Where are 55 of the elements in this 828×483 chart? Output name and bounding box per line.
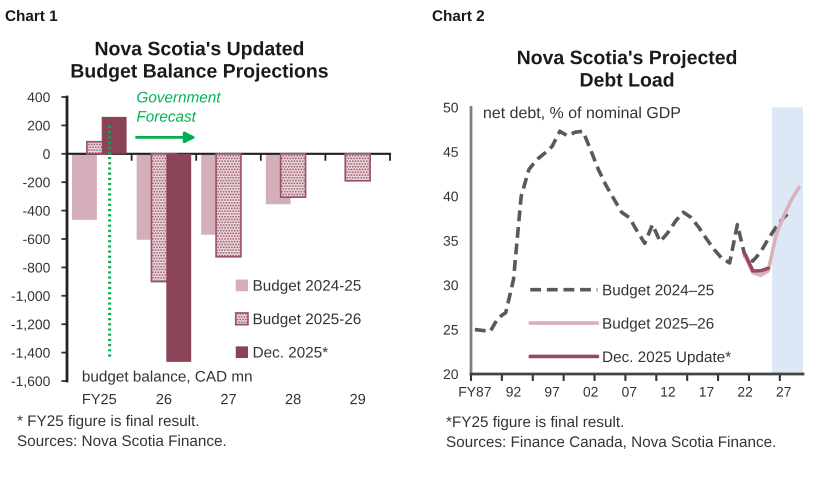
x-tick-label: FY25 xyxy=(83,394,116,404)
chart-title: Nova Scotia's Projected Debt Load xyxy=(518,50,736,87)
x-tick-label: 27 xyxy=(776,386,791,397)
y-tick-label: 0 xyxy=(43,149,50,159)
legend-label: Budget 2025–26 xyxy=(603,318,714,332)
chart-title: Nova Scotia's Updated Budget Balance Projections xyxy=(72,41,328,82)
x-tick-label: 22 xyxy=(738,386,752,397)
legend-label: Dec. 2025* xyxy=(254,346,328,358)
caption: Chart 2 xyxy=(432,10,484,22)
x-tick-label: 28 xyxy=(286,394,301,404)
y-tick-label: -600 xyxy=(23,234,50,244)
y-tick-label: 40 xyxy=(443,192,458,202)
bar xyxy=(215,152,242,258)
x-tick-label: 02 xyxy=(583,386,598,397)
y-tick-label: -1,200 xyxy=(12,320,50,332)
y-tick-label: -1,600 xyxy=(12,376,50,388)
x-tick-label: FY87 xyxy=(459,386,491,397)
y-tick-label: 30 xyxy=(444,280,458,290)
y-axis-title: net debt, % of nominal GDP xyxy=(484,106,680,120)
y-tick-label: 200 xyxy=(28,120,50,131)
y-tick-label: 50 xyxy=(444,102,458,112)
bar xyxy=(72,154,97,220)
bar xyxy=(166,154,192,362)
y-tick-label: 45 xyxy=(443,147,458,157)
x-tick-label: 26 xyxy=(156,394,172,404)
x-tick-label: 27 xyxy=(221,394,236,404)
y-tick-label: -1,400 xyxy=(12,348,50,360)
legend-label: Budget 2024-25 xyxy=(254,280,361,294)
ref-line-label: Government Forecast xyxy=(136,92,222,122)
x-tick-label: 17 xyxy=(700,387,714,397)
y-axis-title: budget balance, CAD mn xyxy=(82,370,252,385)
legend-label: Budget 2024–25 xyxy=(603,284,714,298)
y-tick-label: 400 xyxy=(27,92,50,102)
y-tick-label: -200 xyxy=(23,178,50,188)
bar xyxy=(280,152,306,198)
x-tick-label: 29 xyxy=(350,394,366,404)
source-note: Sources: Nova Scotia Finance. xyxy=(18,434,226,446)
x-tick-label: 92 xyxy=(506,386,520,397)
x-tick-label: 12 xyxy=(661,386,675,397)
y-tick-label: 35 xyxy=(444,236,458,246)
caption: Chart 1 xyxy=(6,10,58,22)
legend-label: Dec. 2025 Update* xyxy=(603,350,731,366)
bar xyxy=(102,116,127,154)
y-tick-label: 20 xyxy=(444,369,458,380)
bar xyxy=(344,152,371,182)
x-tick-label: 07 xyxy=(622,386,636,397)
text: *FY25 figure is final result. xyxy=(446,416,623,430)
legend-label: Budget 2025-26 xyxy=(254,313,361,328)
y-tick-label: -400 xyxy=(23,206,50,216)
y-tick-label: -1,000 xyxy=(12,291,50,303)
source-note: Sources: Finance Canada, Nova Scotia Finance. xyxy=(446,436,775,449)
text: * FY25 figure is final result. xyxy=(17,414,198,430)
x-tick-label: 97 xyxy=(544,386,560,397)
y-tick-label: 25 xyxy=(444,324,458,335)
y-tick-label: -800 xyxy=(23,262,50,273)
